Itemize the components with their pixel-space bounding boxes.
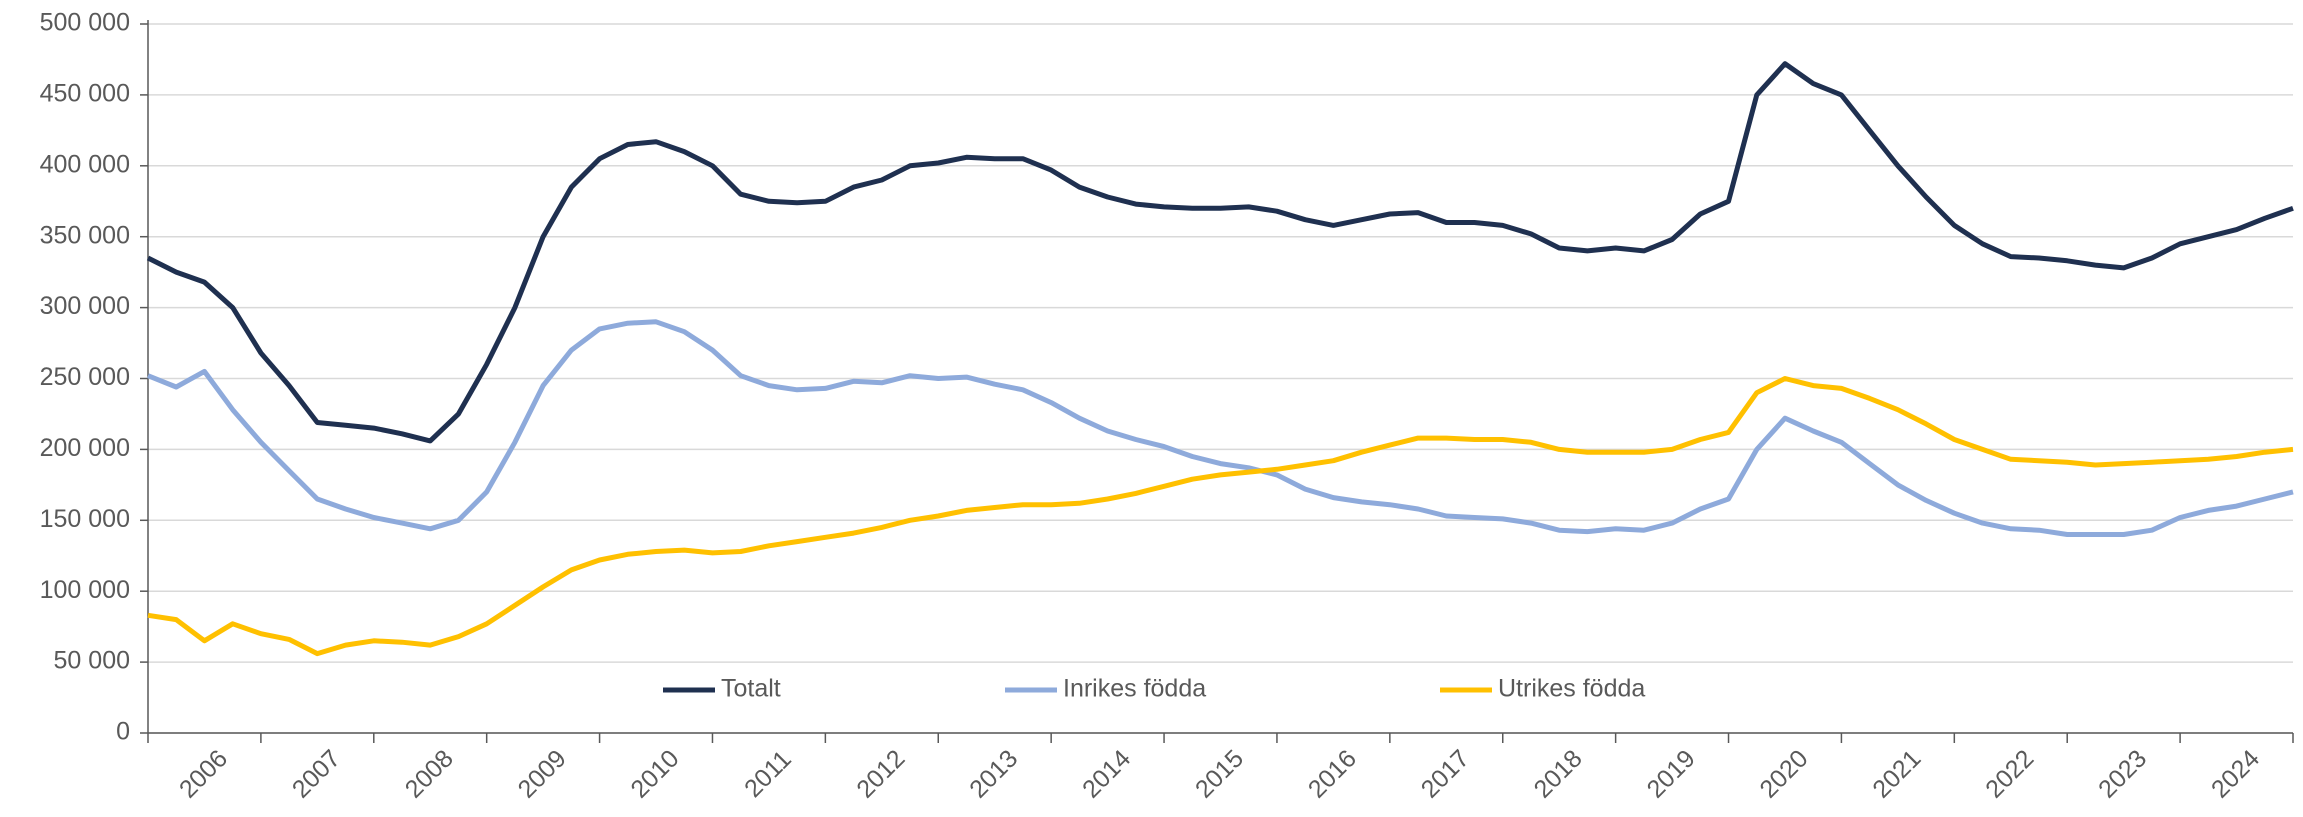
y-tick-label: 350 000 <box>40 221 130 249</box>
y-tick-label: 400 000 <box>40 150 130 178</box>
x-tick-label: 2018 <box>1529 744 1588 803</box>
x-tick-label: 2008 <box>400 744 459 803</box>
y-tick-label: 100 000 <box>40 576 130 604</box>
x-tick-label: 2013 <box>964 744 1023 803</box>
y-tick-label: 0 <box>116 718 130 746</box>
x-tick-label: 2015 <box>1190 744 1249 803</box>
x-tick-label: 2010 <box>625 744 684 803</box>
y-tick-label: 250 000 <box>40 363 130 391</box>
y-tick-label: 200 000 <box>40 434 130 462</box>
y-tick-label: 150 000 <box>40 505 130 533</box>
x-tick-label: 2021 <box>1867 744 1926 803</box>
x-tick-label: 2019 <box>1642 744 1701 803</box>
series-line <box>147 319 2294 537</box>
x-tick-label: 2020 <box>1754 744 1813 803</box>
legend-label: Totalt <box>721 675 781 703</box>
x-tick-label: 2012 <box>851 744 910 803</box>
y-tick-label: 500 000 <box>40 9 130 37</box>
x-tick-label: 2022 <box>1980 744 2039 803</box>
x-tick-label: 2017 <box>1416 744 1475 803</box>
series-line <box>146 61 2294 444</box>
y-tick-label: 450 000 <box>40 80 130 108</box>
x-tick-label: 2006 <box>174 744 233 803</box>
x-tick-label: 2007 <box>287 744 346 803</box>
y-tick-label: 300 000 <box>40 292 130 320</box>
legend-label: Utrikes födda <box>1498 675 1645 703</box>
x-tick-label: 2009 <box>513 744 572 803</box>
legend-label: Inrikes födda <box>1063 675 1206 703</box>
x-tick-label: 2011 <box>739 745 797 803</box>
y-tick-label: 50 000 <box>54 647 130 675</box>
series-line <box>147 376 2294 657</box>
x-tick-label: 2024 <box>2206 744 2265 803</box>
x-tick-label: 2014 <box>1077 744 1136 803</box>
x-tick-label: 2016 <box>1303 744 1362 803</box>
x-tick-label: 2023 <box>2093 744 2152 803</box>
